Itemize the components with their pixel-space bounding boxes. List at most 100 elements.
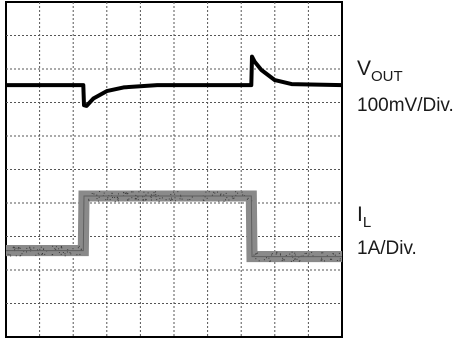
- il-scale-label: 1A/Div.: [357, 239, 417, 258]
- il-trace-noise-dot: [266, 257, 267, 258]
- il-trace-noise-dot: [169, 199, 170, 200]
- il-trace-noise-dot: [235, 191, 236, 192]
- il-trace-noise-dot: [324, 260, 325, 261]
- il-trace-noise-dot: [16, 248, 17, 249]
- il-trace-noise-dot: [26, 251, 27, 252]
- il-trace-noise-dot: [154, 192, 155, 193]
- il-trace-noise-dot: [289, 254, 290, 255]
- il-trace-noise-dot: [135, 199, 136, 200]
- il-trace-noise-dot: [282, 258, 283, 259]
- il-trace-noise-dot: [13, 247, 14, 248]
- il-trace-noise-dot: [174, 194, 175, 195]
- il-trace-noise-dot: [330, 259, 331, 260]
- il-trace-noise-dot: [297, 259, 298, 260]
- il-trace-noise-dot: [170, 194, 171, 195]
- il-trace-noise-dot: [76, 254, 77, 255]
- il-trace-noise-dot: [79, 254, 80, 255]
- il-trace-noise-dot: [162, 197, 163, 198]
- il-trace-noise-dot: [111, 193, 112, 194]
- il-trace-noise-dot: [117, 199, 118, 200]
- il-trace-noise-dot: [131, 191, 132, 192]
- il-trace-noise-dot: [255, 254, 256, 255]
- il-trace-noise-dot: [22, 253, 23, 254]
- il-trace-noise-dot: [255, 258, 256, 259]
- il-trace-noise-dot: [209, 191, 210, 192]
- il-trace-noise-dot: [155, 191, 156, 192]
- il-trace-noise-dot: [286, 255, 287, 256]
- il-trace-noise-dot: [110, 199, 111, 200]
- il-trace-noise-dot: [67, 249, 68, 250]
- il-trace-noise-dot: [294, 253, 295, 254]
- il-trace-noise-dot: [18, 248, 19, 249]
- il-trace-noise-dot: [203, 200, 204, 201]
- il-trace-noise-dot: [155, 194, 156, 195]
- il-trace-noise-dot: [8, 254, 9, 255]
- il-trace-noise-dot: [187, 199, 188, 200]
- il-trace-noise-dot: [339, 253, 340, 254]
- il-trace-noise-dot: [126, 192, 127, 193]
- il-trace-noise-dot: [35, 255, 36, 256]
- il-trace-noise-dot: [65, 255, 66, 256]
- il-trace-noise-dot: [115, 201, 116, 202]
- il-trace-noise-dot: [61, 247, 62, 248]
- il-trace-noise-dot: [55, 249, 56, 250]
- il-trace-noise-dot: [30, 249, 31, 250]
- il-trace-noise-dot: [340, 258, 341, 259]
- il-trace-noise-dot: [166, 199, 167, 200]
- il-trace-noise-dot: [128, 199, 129, 200]
- il-trace-noise-dot: [218, 201, 219, 202]
- il-trace-noise-dot: [242, 192, 243, 193]
- il-trace-noise-dot: [88, 199, 89, 200]
- il-trace-noise-dot: [214, 193, 215, 194]
- il-trace-noise-dot: [127, 199, 128, 200]
- il-trace-noise-dot: [38, 253, 39, 254]
- il-trace-noise-dot: [65, 253, 66, 254]
- il-trace-noise-dot: [148, 192, 149, 193]
- il-trace-noise-dot: [237, 193, 238, 194]
- il-trace-noise-dot: [52, 254, 53, 255]
- il-trace-noise-dot: [73, 248, 74, 249]
- il-trace-noise-dot: [52, 246, 53, 247]
- il-trace-noise-dot: [67, 252, 68, 253]
- il-trace-noise-dot: [117, 197, 118, 198]
- il-trace-noise-dot: [225, 199, 226, 200]
- il-trace-noise-dot: [99, 197, 100, 198]
- il-label-sub: L: [363, 214, 371, 231]
- il-trace-noise-dot: [114, 197, 115, 198]
- vout-label-sub: OUT: [371, 68, 403, 85]
- il-trace-noise-dot: [234, 198, 235, 199]
- il-trace-noise-dot: [14, 249, 15, 250]
- il-trace-noise-dot: [311, 252, 312, 253]
- il-trace-noise-dot: [233, 198, 234, 199]
- il-trace-noise-dot: [223, 194, 224, 195]
- il-trace-noise-dot: [42, 253, 43, 254]
- il-trace-noise-dot: [143, 192, 144, 193]
- il-trace-noise-dot: [107, 199, 108, 200]
- il-trace-noise-dot: [127, 193, 128, 194]
- il-trace-noise-dot: [283, 259, 284, 260]
- il-trace-noise-dot: [182, 199, 183, 200]
- il-trace-noise-dot: [333, 254, 334, 255]
- il-trace-noise-dot: [254, 255, 255, 256]
- il-trace-noise-dot: [247, 199, 248, 200]
- il-trace-noise-dot: [173, 192, 174, 193]
- il-trace-noise-dot: [44, 254, 45, 255]
- il-trace-noise-dot: [159, 201, 160, 202]
- il-trace-noise-dot: [321, 260, 322, 261]
- il-trace-noise-dot: [213, 192, 214, 193]
- il-trace-noise-dot: [54, 248, 55, 249]
- il-trace-noise-dot: [220, 195, 221, 196]
- il-trace-noise-dot: [291, 261, 292, 262]
- il-trace-noise-dot: [118, 201, 119, 202]
- il-trace-noise-dot: [125, 193, 126, 194]
- il-trace-noise-dot: [335, 255, 336, 256]
- il-trace-noise-dot: [156, 199, 157, 200]
- il-trace-noise-dot: [270, 261, 271, 262]
- il-trace-noise-dot: [321, 252, 322, 253]
- il-trace-noise-dot: [276, 252, 277, 253]
- vout-label-main: V: [357, 57, 371, 80]
- il-trace-noise-dot: [264, 259, 265, 260]
- il-trace-noise-dot: [217, 192, 218, 193]
- il-trace-noise-dot: [295, 255, 296, 256]
